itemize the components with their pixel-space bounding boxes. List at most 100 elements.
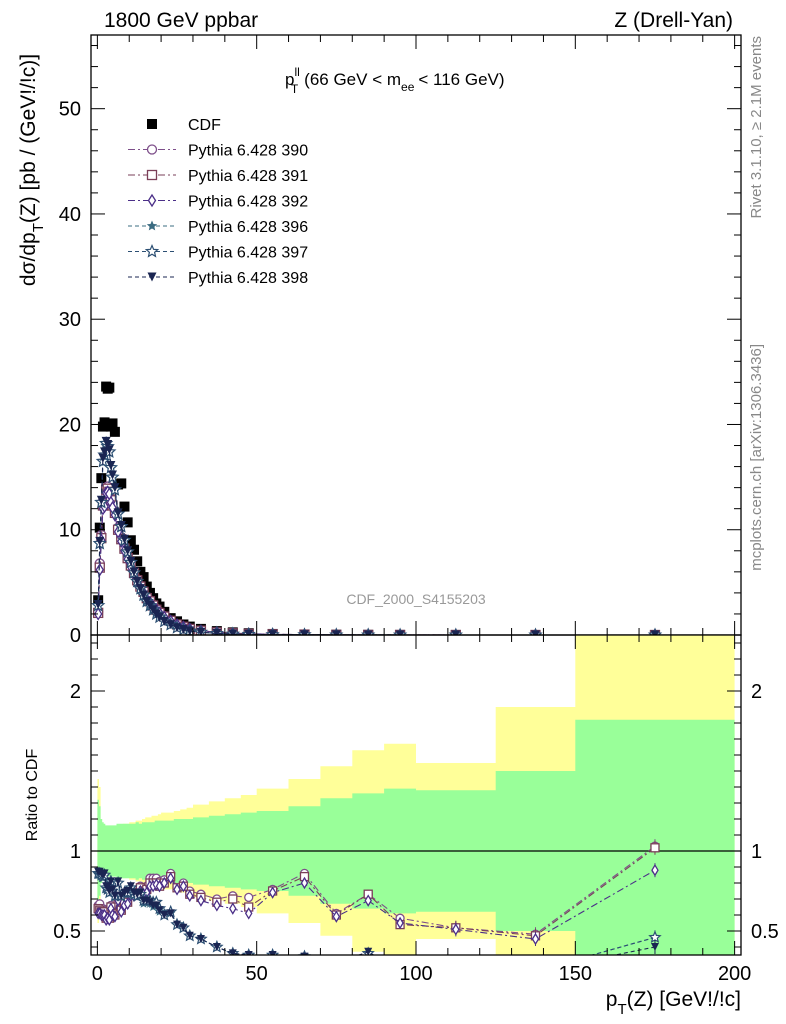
- watermark: CDF_2000_S4155203: [346, 591, 486, 607]
- main-point: [95, 536, 105, 546]
- ratio-point: [179, 879, 188, 893]
- ratio-point: [155, 906, 164, 915]
- main-point: [451, 630, 461, 635]
- ratio-point: [166, 909, 175, 918]
- main-title: pll T (66 GeV < mee < 116 GeV): [285, 65, 505, 96]
- ratio-point: [196, 935, 205, 943]
- ratio-point: [268, 951, 277, 955]
- ratio-point: [452, 967, 460, 975]
- ratio-point: [451, 966, 461, 975]
- main-point: [135, 584, 145, 594]
- ytick-label-right: 1: [751, 841, 762, 863]
- ratio-point: [648, 930, 662, 944]
- ratio-point: [297, 949, 312, 955]
- main-point: [96, 495, 106, 505]
- ratio-point: [213, 899, 221, 912]
- title-T: T: [291, 82, 299, 96]
- ratio-point: [650, 843, 660, 853]
- main-point: [110, 483, 120, 493]
- mcplots-label: mcplots.cern.ch [arXiv:1306.3436]: [748, 344, 765, 571]
- main-point: [395, 630, 405, 635]
- legend-entry-1: Pythia 6.428 390: [128, 143, 308, 160]
- main-point: [126, 556, 136, 566]
- legend-marker: [146, 220, 158, 231]
- title-ee: ee: [401, 80, 415, 94]
- main-point: [166, 620, 176, 630]
- ytick-label-right: 0.5: [751, 921, 779, 943]
- ratio-point: [244, 907, 253, 920]
- main-series-5: [91, 435, 663, 635]
- main-point: [268, 630, 278, 635]
- ratio-ticks: 0 50 100 150 2000.5 0.51 12 2: [53, 635, 779, 985]
- main-point: [139, 590, 149, 600]
- legend-entry-2: Pythia 6.428 391: [128, 168, 308, 185]
- ratio-point: [166, 871, 175, 885]
- ratio-point: [332, 959, 340, 967]
- ylabel-b: (Z) [pb / (GeV!/!c)]: [17, 54, 40, 223]
- main-point: [159, 616, 169, 626]
- header-right: Z (Drell-Yan): [614, 9, 733, 32]
- main-point: [132, 556, 143, 567]
- legend-marker: [144, 243, 160, 258]
- ytick-label: 40: [59, 204, 81, 226]
- main-point: [212, 628, 222, 635]
- main-ticks: 0 10 20 30 40 50: [59, 35, 741, 647]
- ratio-point: [364, 894, 372, 907]
- legend-marker: [146, 169, 158, 181]
- ytick-label: 2: [70, 681, 81, 703]
- xtick-label: 0: [92, 963, 103, 985]
- band-inner: [97, 719, 735, 955]
- legend-entry-3: Pythia 6.428 392: [128, 194, 308, 211]
- legend-label: Pythia 6.428 398: [188, 270, 308, 287]
- ratio-point: [531, 967, 539, 975]
- title-ll: ll: [294, 65, 299, 79]
- legend-marker: [146, 144, 158, 155]
- legend-label: Pythia 6.428 396: [188, 219, 308, 236]
- ytick-label: 20: [59, 414, 81, 436]
- ratio-point: [106, 877, 115, 886]
- xtick-label: 150: [559, 963, 592, 985]
- main-point: [104, 382, 115, 393]
- legend-marker: [147, 193, 157, 208]
- ratio-point: [185, 931, 194, 940]
- legend-entry-5: Pythia 6.428 397: [128, 243, 308, 262]
- legend-marker: [147, 119, 157, 129]
- main-point: [125, 535, 136, 546]
- main-point: [178, 625, 188, 635]
- main-point: [106, 461, 116, 471]
- ylabel-a: dσ/dp: [17, 232, 40, 286]
- ratio-point: [332, 910, 341, 923]
- main-point: [109, 426, 120, 437]
- main-point: [299, 630, 309, 635]
- legend-label: Pythia 6.428 390: [188, 143, 308, 160]
- xlabel-T: T: [617, 1001, 626, 1018]
- main-point: [155, 612, 165, 622]
- ratio-point: [123, 897, 132, 911]
- main-point: [119, 501, 130, 512]
- legend-entry-4: Pythia 6.428 396: [128, 219, 308, 236]
- ratio-point: [117, 905, 126, 919]
- ratio-point: [364, 947, 373, 955]
- main-point: [331, 630, 341, 635]
- ytick-label-right: 2: [751, 681, 762, 703]
- ratio-point: [452, 923, 460, 936]
- main-point: [93, 599, 103, 609]
- main-series-6: [93, 436, 660, 635]
- main-point: [116, 478, 127, 489]
- ratio-point: [173, 920, 182, 929]
- legend-label: Pythia 6.428 392: [188, 194, 308, 211]
- ratio-point: [300, 952, 309, 955]
- header-left: 1800 GeV ppbar: [104, 9, 258, 32]
- ratio-point: [186, 889, 194, 903]
- ratio-point: [651, 863, 659, 877]
- ratio-point: [332, 958, 342, 967]
- ratio-point: [108, 885, 117, 894]
- ratio-point: [244, 951, 253, 955]
- ratio-panel: 0 50 100 150 2000.5 0.51 12 2 Ratio to CDF pT(Z…: [24, 634, 779, 1018]
- ratio-point: [244, 892, 254, 903]
- ratio-point: [396, 916, 404, 930]
- ratio-point: [331, 958, 342, 968]
- main-point: [185, 626, 195, 635]
